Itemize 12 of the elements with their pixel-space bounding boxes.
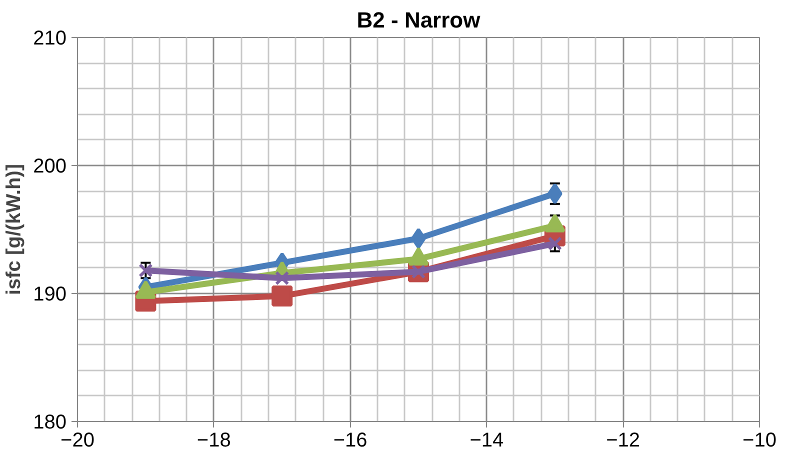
chart-title: B2 - Narrow [356,8,482,32]
y-axis-title: isfc [g/(kW.h)] [3,164,26,296]
point [272,286,293,307]
x-tick-label: −18 [196,430,231,449]
x-tick-label: −16 [333,430,368,449]
y-tick-label: 210 [33,28,67,50]
x-tick-label: −10 [742,430,776,449]
x-tick-label: −14 [470,430,504,449]
x-tick-label: −12 [606,430,640,449]
y-tick-label: 190 [33,284,67,306]
y-tick-label: 200 [33,156,67,178]
point [274,270,290,286]
